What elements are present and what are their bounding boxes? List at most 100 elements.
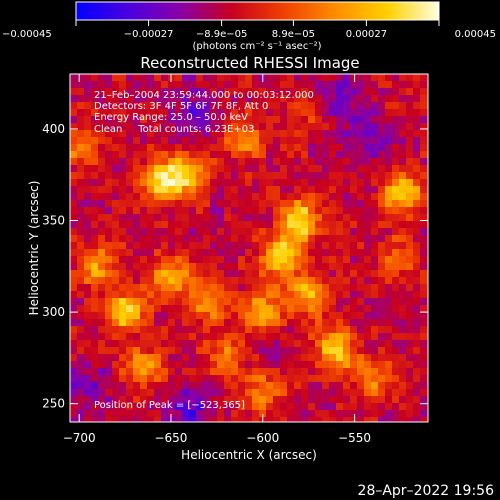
heatmap-cell [84, 354, 92, 362]
heatmap-cell [168, 263, 176, 271]
heatmap-cell [406, 403, 414, 411]
heatmap-cell [385, 116, 393, 124]
heatmap-cell [392, 361, 400, 369]
heatmap-cell [70, 291, 78, 299]
heatmap-cell [343, 221, 351, 229]
heatmap-cell [77, 270, 85, 278]
heatmap-cell [315, 298, 323, 306]
heatmap-cell [259, 186, 267, 194]
heatmap-cell [364, 298, 372, 306]
heatmap-cell [406, 116, 414, 124]
heatmap-cell [161, 354, 169, 362]
heatmap-cell [329, 158, 337, 166]
heatmap-cell [399, 284, 407, 292]
heatmap-cell [420, 326, 428, 334]
heatmap-cell [343, 319, 351, 327]
heatmap-cell [70, 326, 78, 334]
heatmap-cell [119, 235, 127, 243]
heatmap-cell [252, 123, 260, 131]
heatmap-cell [182, 81, 190, 89]
heatmap-cell [168, 109, 176, 117]
heatmap-cell [287, 263, 295, 271]
heatmap-cell [378, 347, 386, 355]
heatmap-cell [175, 123, 183, 131]
heatmap-cell [217, 81, 225, 89]
heatmap-cell [210, 123, 218, 131]
heatmap-cell [364, 81, 372, 89]
heatmap-cell [371, 284, 379, 292]
heatmap-cell [245, 382, 253, 390]
heatmap-cell [420, 263, 428, 271]
heatmap-cell [175, 340, 183, 348]
heatmap-cell [77, 284, 85, 292]
heatmap-cell [329, 417, 337, 422]
heatmap-cell [280, 172, 288, 180]
heatmap-cell [252, 284, 260, 292]
heatmap-cell [203, 242, 211, 250]
heatmap-cell [350, 172, 358, 180]
heatmap-cell [315, 88, 323, 96]
heatmap-cell [259, 200, 267, 208]
heatmap-cell [315, 235, 323, 243]
heatmap-cell [399, 326, 407, 334]
heatmap-cell [119, 277, 127, 285]
heatmap-cell [266, 368, 274, 376]
heatmap-cell [133, 354, 141, 362]
heatmap-cell [84, 361, 92, 369]
heatmap-cell [91, 193, 99, 201]
heatmap-cell [273, 333, 281, 341]
heatmap-cell [399, 214, 407, 222]
heatmap-cell [420, 109, 428, 117]
heatmap-cell [126, 403, 134, 411]
heatmap-cell [77, 242, 85, 250]
heatmap-cell [301, 256, 309, 264]
heatmap-cell [182, 361, 190, 369]
heatmap-cell [280, 221, 288, 229]
heatmap-cell [161, 81, 169, 89]
heatmap-cell [245, 368, 253, 376]
heatmap-cell [308, 102, 316, 110]
heatmap-cell [126, 193, 134, 201]
heatmap-cell [245, 361, 253, 369]
heatmap-cell [140, 361, 148, 369]
heatmap-cell [301, 95, 309, 103]
heatmap-cell [77, 417, 85, 422]
heatmap-cell [406, 186, 414, 194]
heatmap-cell [364, 228, 372, 236]
heatmap-cell [105, 319, 113, 327]
heatmap-cell [77, 347, 85, 355]
heatmap-cell [238, 368, 246, 376]
heatmap-cell [413, 116, 421, 124]
heatmap-cell [273, 186, 281, 194]
heatmap-cell [77, 207, 85, 215]
heatmap-cell [140, 88, 148, 96]
heatmap-cell [315, 207, 323, 215]
heatmap-cell [385, 389, 393, 397]
heatmap-cell [392, 151, 400, 159]
heatmap-cell [182, 354, 190, 362]
heatmap-cell [126, 95, 134, 103]
heatmap-cell [98, 130, 106, 138]
heatmap-cell [140, 95, 148, 103]
heatmap-cell [196, 291, 204, 299]
heatmap-cell [70, 109, 78, 117]
heatmap-cell [84, 242, 92, 250]
heatmap-cell [245, 242, 253, 250]
heatmap-cell [77, 200, 85, 208]
heatmap-cell [224, 242, 232, 250]
heatmap-cell [203, 214, 211, 222]
heatmap-cell [154, 410, 162, 418]
heatmap-cell [238, 389, 246, 397]
heatmap-cell [287, 312, 295, 320]
heatmap-cell [84, 193, 92, 201]
heatmap-cell [273, 207, 281, 215]
heatmap-cell [77, 368, 85, 376]
heatmap-cell [154, 81, 162, 89]
heatmap-cell [399, 151, 407, 159]
heatmap-cell [252, 375, 260, 383]
heatmap-cell [294, 354, 302, 362]
heatmap-cell [140, 116, 148, 124]
heatmap-cell [168, 95, 176, 103]
heatmap-cell [350, 382, 358, 390]
heatmap-cell [175, 214, 183, 222]
